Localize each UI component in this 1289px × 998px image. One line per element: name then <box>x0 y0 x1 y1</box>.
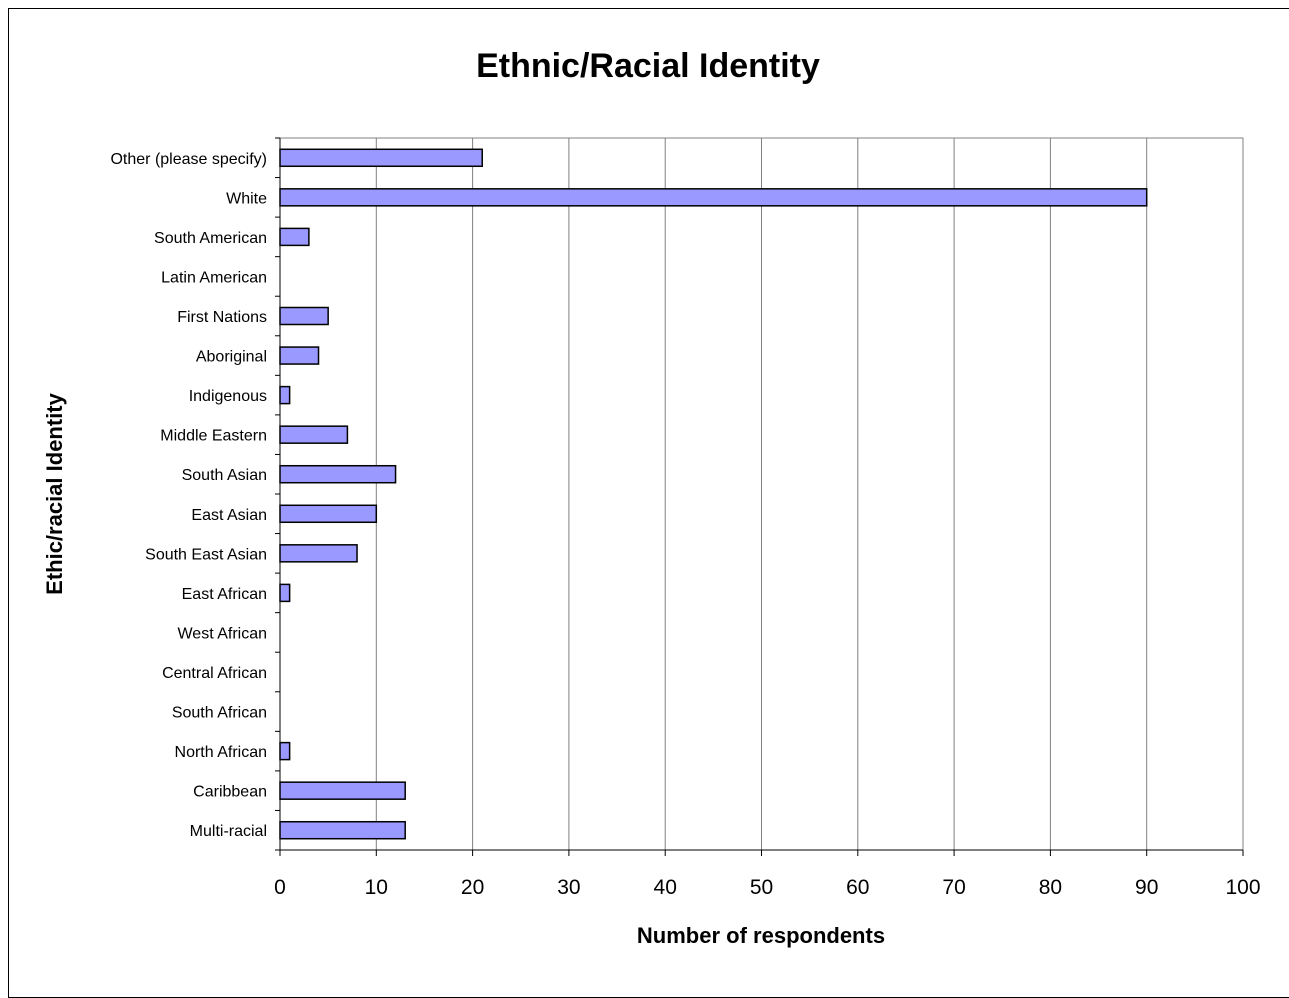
category-label: Other (please specify) <box>110 151 267 168</box>
bar-aboriginal <box>279 346 320 365</box>
bar-east-african <box>279 583 291 603</box>
category-label: West African <box>177 625 267 642</box>
x-tick-label: 100 <box>1225 876 1260 899</box>
category-label: Caribbean <box>193 784 267 801</box>
x-tick-label: 40 <box>654 876 677 899</box>
x-tick-label: 60 <box>846 876 869 899</box>
category-label: East African <box>182 586 267 603</box>
bar-north-african <box>279 741 291 761</box>
bar-indigenous <box>279 385 291 405</box>
x-tick-label: 70 <box>942 876 965 899</box>
x-tick-label: 20 <box>461 876 484 899</box>
x-tick-label: 0 <box>274 876 286 899</box>
category-label: South American <box>154 230 267 247</box>
category-label: South Asian <box>182 467 267 484</box>
y-axis-title: Ethic/racial Identity <box>42 392 67 594</box>
bar-east-asian <box>279 504 378 524</box>
bar-white <box>279 188 1148 207</box>
plot-area: Other (please specify) White South America… <box>110 137 1261 899</box>
category-label: White <box>226 190 267 207</box>
category-label: Multi-racial <box>190 823 267 840</box>
x-tick-label: 30 <box>557 876 580 899</box>
category-label: Indigenous <box>189 388 267 405</box>
bar-other-please-specify <box>279 148 483 168</box>
category-label: First Nations <box>177 309 267 326</box>
bar-caribbean <box>279 781 406 800</box>
category-label: South East Asian <box>145 546 267 563</box>
category-label: Central African <box>162 665 267 682</box>
category-label: East Asian <box>191 507 267 524</box>
bar-middle-eastern <box>279 425 349 444</box>
x-tick-label: 50 <box>750 876 773 899</box>
x-tick-label: 10 <box>365 876 388 899</box>
bar-south-american <box>279 227 310 247</box>
x-tick-label: 80 <box>1039 876 1062 899</box>
category-label: Middle Eastern <box>160 428 267 445</box>
chart-title: Ethnic/Racial Identity <box>476 47 820 85</box>
category-label: North African <box>175 744 267 761</box>
category-label: Aboriginal <box>196 349 267 366</box>
category-label: South African <box>172 705 267 722</box>
bar-multi-racial <box>279 820 406 840</box>
bar-first-nations <box>279 306 329 326</box>
bar-south-east-asian <box>279 544 358 563</box>
x-tick-label: 90 <box>1135 876 1158 899</box>
x-axis-title: Number of respondents <box>637 923 885 948</box>
category-label: Latin American <box>161 269 267 286</box>
bar-south-asian <box>279 464 397 484</box>
